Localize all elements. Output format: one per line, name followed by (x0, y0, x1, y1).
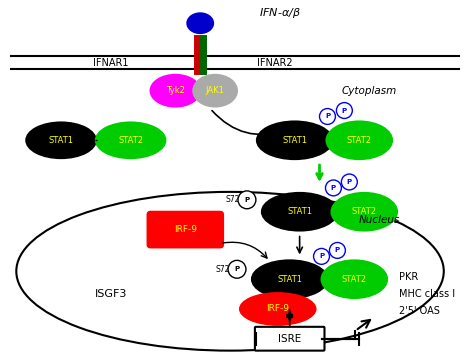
Circle shape (228, 260, 246, 278)
Text: Tyk2: Tyk2 (166, 86, 185, 95)
Text: IRF-9: IRF-9 (174, 225, 197, 234)
Text: 2'5' OAS: 2'5' OAS (399, 306, 440, 316)
Circle shape (337, 103, 352, 119)
Ellipse shape (149, 74, 201, 108)
Text: P: P (347, 179, 352, 185)
Ellipse shape (239, 292, 317, 326)
Text: STAT2: STAT2 (342, 275, 367, 284)
Text: ISRE: ISRE (278, 334, 301, 344)
Ellipse shape (320, 260, 388, 299)
Circle shape (341, 174, 357, 190)
Text: P: P (325, 114, 330, 120)
Circle shape (313, 248, 329, 264)
Circle shape (238, 191, 256, 209)
Ellipse shape (330, 192, 398, 231)
Text: STAT2: STAT2 (347, 136, 372, 145)
Ellipse shape (251, 260, 328, 299)
Text: JAK1: JAK1 (206, 86, 225, 95)
Text: IFN-$\alpha$/$\beta$: IFN-$\alpha$/$\beta$ (259, 6, 301, 20)
Ellipse shape (192, 74, 238, 108)
FancyBboxPatch shape (146, 211, 224, 248)
Text: STAT2: STAT2 (118, 136, 143, 145)
Text: S727: S727 (216, 265, 235, 274)
Text: P: P (245, 197, 249, 203)
Text: STAT1: STAT1 (277, 275, 302, 284)
Text: S727: S727 (225, 195, 245, 204)
Ellipse shape (25, 121, 97, 159)
Text: P: P (319, 253, 324, 260)
Text: P: P (335, 247, 340, 253)
Text: Nucleus: Nucleus (358, 215, 400, 225)
Ellipse shape (95, 121, 166, 159)
Text: Cytoplasm: Cytoplasm (342, 86, 397, 96)
Text: IRF-9: IRF-9 (266, 305, 289, 313)
Text: IFNAR1: IFNAR1 (93, 58, 128, 68)
Text: STAT1: STAT1 (287, 207, 312, 216)
Circle shape (326, 180, 341, 196)
Text: P: P (331, 185, 336, 191)
Ellipse shape (16, 192, 444, 351)
Ellipse shape (261, 192, 338, 231)
Text: MHC class I: MHC class I (399, 289, 455, 299)
Ellipse shape (256, 120, 333, 160)
Text: IFNAR2: IFNAR2 (257, 58, 292, 68)
Text: P: P (342, 108, 347, 114)
Text: STAT2: STAT2 (352, 207, 377, 216)
Circle shape (329, 242, 346, 258)
Text: STAT1: STAT1 (282, 136, 307, 145)
Text: STAT1: STAT1 (48, 136, 73, 145)
Text: P: P (235, 266, 239, 272)
Ellipse shape (186, 12, 214, 34)
FancyBboxPatch shape (255, 327, 325, 351)
Text: PKR: PKR (399, 272, 418, 282)
Ellipse shape (326, 120, 393, 160)
Text: ISGF3: ISGF3 (94, 289, 127, 299)
Circle shape (319, 109, 336, 124)
